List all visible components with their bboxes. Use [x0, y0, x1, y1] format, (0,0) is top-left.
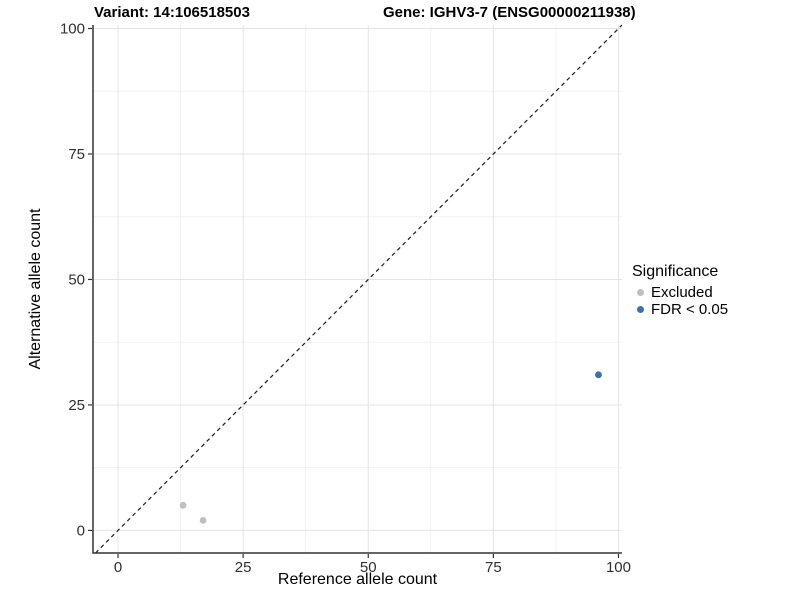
axis-ticks	[88, 27, 620, 558]
tick-labels: 0 25 50 75 100 0 25 50 75 100	[60, 21, 631, 576]
grid-major	[93, 25, 622, 553]
legend-item-excluded: Excluded	[632, 284, 728, 301]
svg-text:25: 25	[235, 559, 252, 576]
point-fdr-0-05	[595, 371, 602, 379]
point-excluded	[199, 516, 207, 524]
legend-dot-excluded-icon	[637, 289, 644, 296]
svg-text:25: 25	[68, 397, 85, 414]
point-excluded	[179, 501, 187, 509]
x-axis-label: Reference allele count	[277, 571, 438, 588]
legend-label-fdr: FDR < 0.05	[651, 301, 729, 318]
legend-label-excluded: Excluded	[651, 284, 713, 301]
grid-minor	[93, 25, 622, 553]
svg-text:100: 100	[606, 559, 631, 576]
svg-text:50: 50	[360, 559, 377, 576]
y-axis-label: Alternative allele count	[27, 208, 44, 370]
svg-text:75: 75	[68, 146, 85, 163]
legend-title: Significance	[632, 263, 719, 280]
gene-title: Gene: IGHV3-7 (ENSG00000211938)	[383, 4, 636, 21]
svg-text:75: 75	[485, 559, 502, 576]
svg-text:100: 100	[60, 21, 85, 38]
svg-text:0: 0	[77, 522, 85, 539]
legend: Significance Excluded FDR < 0.05	[632, 262, 728, 318]
variant-title: Variant: 14:106518503	[94, 4, 250, 21]
svg-text:50: 50	[68, 271, 85, 288]
data-points	[179, 371, 602, 524]
axis-lines	[92, 25, 622, 554]
legend-item-fdr: FDR < 0.05	[632, 301, 728, 318]
svg-text:0: 0	[114, 559, 122, 576]
identity-line	[95, 24, 623, 554]
legend-dot-fdr-icon	[637, 306, 644, 313]
